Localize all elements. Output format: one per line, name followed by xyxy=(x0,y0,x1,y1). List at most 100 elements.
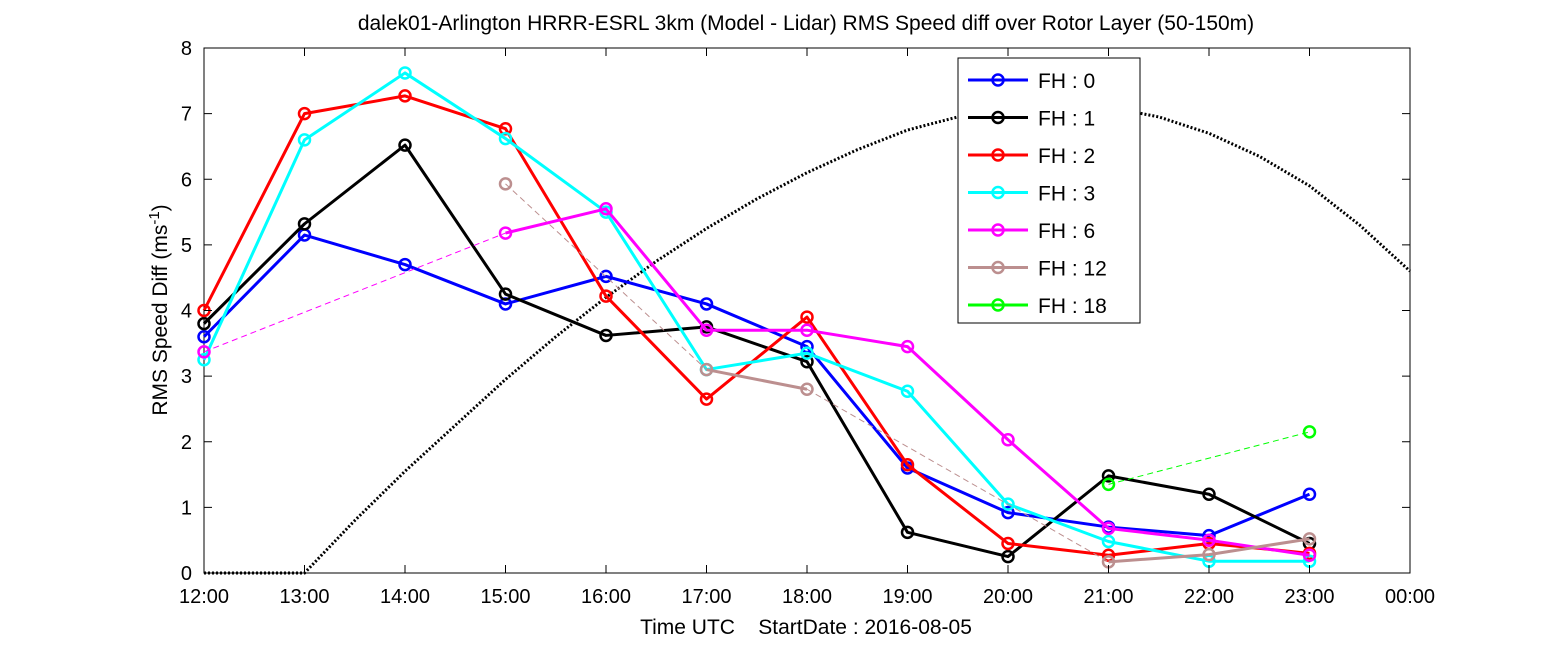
series-line xyxy=(202,143,1311,559)
data-point xyxy=(900,457,915,472)
data-point xyxy=(800,354,814,369)
data-point xyxy=(900,384,915,398)
legend-label: FH : 12 xyxy=(1038,258,1107,281)
y-tick-label: 6 xyxy=(181,169,192,191)
series-line xyxy=(202,233,1311,538)
legend-label: FH : 2 xyxy=(1038,145,1095,168)
data-point xyxy=(699,297,714,311)
data-point xyxy=(1302,548,1317,563)
legend-swatch-marker xyxy=(991,110,1005,125)
x-tick-label: 23:00 xyxy=(1284,586,1334,608)
data-point xyxy=(1001,505,1015,520)
data-point xyxy=(1302,532,1317,546)
legend-entry: FH : 12 xyxy=(968,258,1107,281)
legend-swatch-marker xyxy=(991,185,1005,200)
data-point xyxy=(800,323,814,337)
x-tick-label: 20:00 xyxy=(983,586,1033,608)
legend-label: FH : 0 xyxy=(1038,70,1095,93)
legend-entry: FH : 0 xyxy=(968,70,1095,93)
x-tick-label: 18:00 xyxy=(782,586,832,608)
y-axis-label-main: RMS Speed Diff (ms xyxy=(149,225,172,416)
x-tick-label: 19:00 xyxy=(882,586,932,608)
series-line xyxy=(202,71,1310,563)
legend-swatch-marker xyxy=(991,223,1005,237)
legend-entry: FH : 3 xyxy=(968,183,1095,206)
legend-swatch-marker xyxy=(991,73,1005,87)
x-tick-label: 12:00 xyxy=(179,586,229,608)
data-point xyxy=(398,66,412,80)
data-point xyxy=(398,89,412,103)
data-point xyxy=(800,382,814,396)
legend-label: FH : 3 xyxy=(1038,183,1095,206)
data-point xyxy=(197,345,211,359)
data-point xyxy=(1101,534,1116,549)
data-point xyxy=(498,287,513,301)
y-tick-label: 1 xyxy=(181,497,192,519)
data-point xyxy=(599,289,613,303)
series-line xyxy=(202,94,1310,557)
x-tick-label: 22:00 xyxy=(1184,586,1234,608)
data-point xyxy=(498,177,513,191)
series-1 xyxy=(197,138,1317,564)
x-tick-label: 17:00 xyxy=(681,586,731,608)
y-tick-label: 7 xyxy=(181,104,192,126)
y-tick-label: 0 xyxy=(181,563,192,585)
legend-swatch-marker xyxy=(991,148,1005,162)
y-tick-label: 4 xyxy=(181,301,192,323)
y-tick-label: 5 xyxy=(181,235,192,257)
reference-curve-layer xyxy=(204,102,1412,575)
x-tick-label: 14:00 xyxy=(380,586,430,608)
data-point xyxy=(599,328,613,343)
series-line xyxy=(706,368,808,391)
legend-swatch-marker xyxy=(991,298,1005,312)
y-axis: 0 1 2 3 4 5 6 7 8 xyxy=(181,38,1410,585)
data-point xyxy=(1001,433,1015,447)
legend-entry: FH : 2 xyxy=(968,145,1095,168)
legend-label: FH : 6 xyxy=(1038,220,1095,243)
x-tick-label: 15:00 xyxy=(480,586,530,608)
chart-title: dalek01-Arlington HRRR-ESRL 3km (Model -… xyxy=(358,12,1254,35)
legend-label: FH : 1 xyxy=(1038,108,1095,131)
legend-entry: FH : 1 xyxy=(968,108,1095,131)
x-tick-label: 16:00 xyxy=(581,586,631,608)
x-tick-label: 13:00 xyxy=(279,586,329,608)
data-point xyxy=(1202,533,1216,547)
series-line xyxy=(505,207,1310,557)
data-point xyxy=(1101,521,1116,536)
data-point xyxy=(1302,487,1317,501)
data-point xyxy=(297,217,312,231)
series-0 xyxy=(197,228,1317,543)
data-point xyxy=(599,269,613,284)
y-tick-label: 8 xyxy=(181,38,192,60)
data-point xyxy=(800,310,814,324)
series-line xyxy=(1108,537,1310,564)
series-6 xyxy=(1101,425,1317,492)
data-point xyxy=(297,106,312,121)
data-point xyxy=(498,226,513,240)
x-axis-label: Time UTC StartDate : 2016-08-05 xyxy=(640,616,972,639)
data-point xyxy=(297,133,312,147)
data-point xyxy=(197,330,211,344)
y-axis-label-end: ) xyxy=(149,204,172,211)
data-point xyxy=(498,131,513,146)
y-axis-label-sup: -1 xyxy=(146,211,163,224)
legend-box xyxy=(957,57,1141,324)
data-point xyxy=(1202,487,1216,501)
data-point xyxy=(197,352,211,367)
legend-entry: FH : 6 xyxy=(968,220,1095,243)
series-line-dashed xyxy=(505,183,707,370)
reference-curve xyxy=(204,102,1412,575)
y-axis-label: RMS Speed Diff (ms-1) xyxy=(146,204,172,415)
data-point xyxy=(1202,547,1216,562)
data-point xyxy=(699,323,714,337)
legend-entry: FH : 18 xyxy=(968,295,1107,318)
data-point xyxy=(599,202,613,216)
series-line-dashed xyxy=(806,388,1109,563)
series-4 xyxy=(197,202,1317,563)
y-tick-label: 2 xyxy=(181,432,192,454)
data-point xyxy=(800,346,814,360)
legend-swatch-marker xyxy=(991,260,1005,275)
data-point xyxy=(900,339,915,354)
x-axis: 12:00 13:00 14:00 15:00 16:00 17:00 18:00 19:00… xyxy=(179,48,1435,608)
